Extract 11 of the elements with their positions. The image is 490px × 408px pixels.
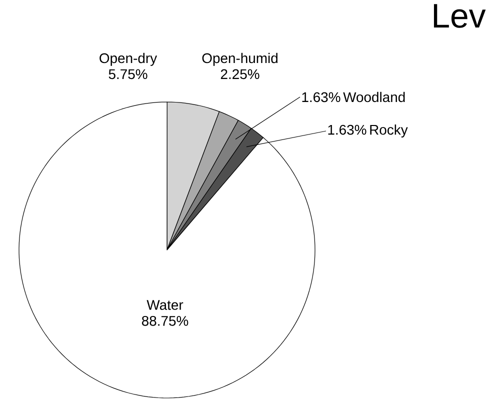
slice-label: Water [146,300,184,310]
slice-label: Rocky [370,124,408,138]
slice-label: Woodland [343,92,405,102]
data-label: 1.63% [302,92,340,102]
data-label: 2.25% [220,69,260,80]
chart-title: Lev [434,4,486,28]
data-label: 88.75% [142,316,188,326]
slice-label: Open-dry [100,52,158,66]
data-label: 1.63% [328,124,366,135]
data-label: 5.75% [108,69,148,80]
slice-label: Open-humid [202,52,278,66]
